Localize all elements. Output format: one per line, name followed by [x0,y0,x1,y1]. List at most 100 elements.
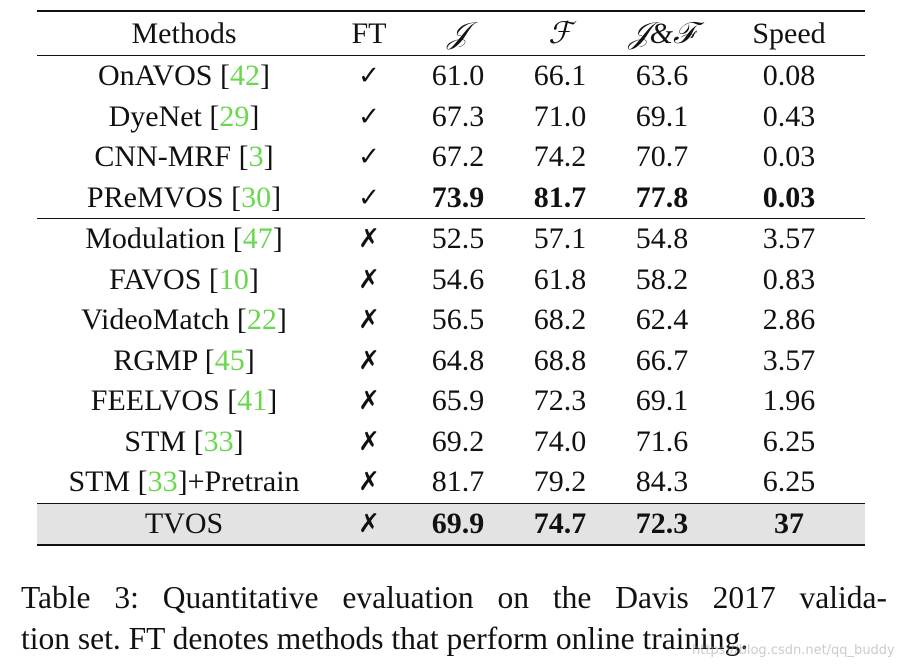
results-table-container: Methods FT 𝒥 ℱ 𝒥&ℱ Speed OnAVOS [42] ✓ 6… [37,10,865,546]
method-name: Modulation [85,222,226,256]
method-suffix: +Pretrain [187,465,300,499]
citation-link[interactable]: 33 [203,424,234,458]
method-name: PReMVOS [86,180,224,214]
j-value: 69.9 [407,503,509,545]
method-cell: STM [33] [124,424,244,458]
method-name: TVOS [144,506,224,540]
caption-line-1: Table 3: Quantitative evaluation on the … [21,580,887,615]
ft-check-icon: ✓ [358,61,380,92]
method-cell: Modulation [47] [85,222,283,256]
table-row: OnAVOS [42] ✓ 61.0 66.1 63.6 0.08 [37,55,865,97]
method-cell: FEELVOS [41] [90,384,278,418]
j-value: 64.8 [431,343,485,377]
table-row: Modulation [47] ✗ 52.5 57.1 54.8 3.57 [37,218,865,260]
header-jf: 𝒥&ℱ [628,16,696,50]
citation-link[interactable]: 3 [248,140,264,174]
jf-value: 63.6 [635,59,689,93]
f-value: 81.7 [533,180,587,214]
speed-value: 6.25 [762,465,816,499]
speed-value: 0.83 [762,262,816,296]
citation-link[interactable]: 29 [219,99,250,133]
table-row: STM [33]+Pretrain ✗ 81.7 79.2 84.3 6.25 [37,462,865,503]
f-value: 66.1 [533,59,587,93]
ft-check-icon: ✓ [358,182,380,213]
caption-line-2: tion set. FT denotes methods that perfor… [21,621,749,656]
method-name: DyeNet [108,99,202,133]
citation-link[interactable]: 33 [147,465,178,499]
ft-cross-icon: ✗ [331,503,407,545]
ft-cross-icon: ✗ [358,224,380,255]
table-caption: Table 3: Quantitative evaluation on the … [21,577,887,659]
j-value: 69.2 [431,424,485,458]
table-row: RGMP [45] ✗ 64.8 68.8 66.7 3.57 [37,341,865,382]
method-cell: DyeNet [29] [108,99,260,133]
citation-link[interactable]: 30 [241,180,272,214]
method-cell: PReMVOS [30] [86,180,282,214]
ft-cross-icon: ✗ [358,467,380,498]
speed-value: 6.25 [762,424,816,458]
speed-value: 0.43 [762,99,816,133]
method-cell: STM [33]+Pretrain [68,465,300,499]
method-cell: OnAVOS [42] [98,59,270,93]
f-value: 61.8 [533,262,587,296]
table-row: STM [33] ✗ 69.2 74.0 71.6 6.25 [37,422,865,463]
f-value: 68.2 [533,303,587,337]
watermark: https://blog.csdn.net/qq_buddy [692,643,895,658]
header-f: ℱ [548,16,572,50]
table-row: CNN-MRF [3] ✓ 67.2 74.2 70.7 0.03 [37,137,865,178]
jf-value: 69.1 [635,99,689,133]
method-name: FAVOS [109,262,202,296]
table-row-tvos: TVOS ✗ 69.9 74.7 72.3 37 [37,503,865,545]
citation-link[interactable]: 22 [246,303,277,337]
citation-link[interactable]: 47 [242,222,273,256]
jf-value: 69.1 [635,384,689,418]
j-value: 52.5 [431,222,485,256]
speed-value: 1.96 [762,384,816,418]
table-row: DyeNet [29] ✓ 67.3 71.0 69.1 0.43 [37,97,865,138]
jf-value: 84.3 [635,465,689,499]
jf-value: 71.6 [635,424,689,458]
ft-cross-icon: ✗ [358,386,380,417]
method-cell: CNN-MRF [3] [94,140,274,174]
method-name: OnAVOS [98,59,213,93]
f-value: 68.8 [533,343,587,377]
citation-link[interactable]: 45 [214,343,245,377]
f-value: 57.1 [533,222,587,256]
f-value: 74.0 [533,424,587,458]
f-value: 74.2 [533,140,587,174]
speed-value: 0.08 [762,59,816,93]
speed-value: 3.57 [762,343,816,377]
jf-value: 70.7 [635,140,689,174]
f-value: 74.7 [509,503,611,545]
ft-cross-icon: ✗ [358,345,380,376]
method-cell: TVOS [37,503,331,545]
j-value: 81.7 [431,465,485,499]
j-value: 56.5 [431,303,485,337]
method-name: VideoMatch [81,303,230,337]
method-name: RGMP [113,343,198,377]
ft-check-icon: ✓ [358,142,380,173]
jf-value: 77.8 [635,180,689,214]
f-value: 72.3 [533,384,587,418]
method-name: STM [68,465,131,499]
ft-check-icon: ✓ [358,101,380,132]
j-value: 54.6 [431,262,485,296]
speed-value: 0.03 [762,140,816,174]
jf-value: 62.4 [635,303,689,337]
header-ft: FT [351,16,387,50]
ft-cross-icon: ✗ [358,426,380,457]
header-row: Methods FT 𝒥 ℱ 𝒥&ℱ Speed [37,11,865,56]
table-row: FAVOS [10] ✗ 54.6 61.8 58.2 0.83 [37,260,865,301]
j-value: 73.9 [431,180,485,214]
j-value: 65.9 [431,384,485,418]
method-name: FEELVOS [90,384,220,418]
table-row: VideoMatch [22] ✗ 56.5 68.2 62.4 2.86 [37,300,865,341]
j-value: 67.3 [431,99,485,133]
jf-value: 58.2 [635,262,689,296]
ft-cross-icon: ✗ [358,264,380,295]
header-j: 𝒥 [447,16,469,50]
citation-link[interactable]: 42 [229,59,260,93]
table-row: PReMVOS [30] ✓ 73.9 81.7 77.8 0.03 [37,178,865,219]
citation-link[interactable]: 10 [218,262,249,296]
citation-link[interactable]: 41 [237,384,268,418]
